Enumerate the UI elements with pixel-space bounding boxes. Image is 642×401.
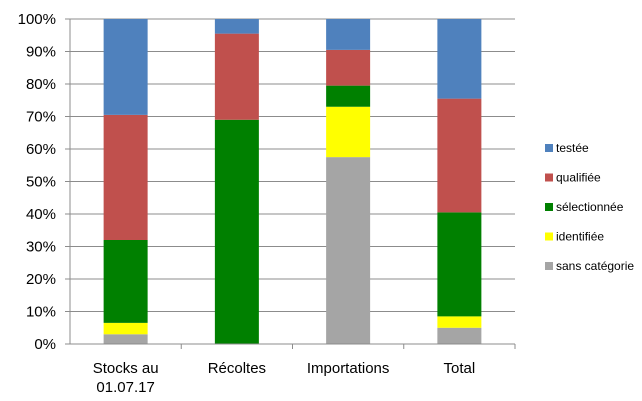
bar-segment [326,157,371,344]
legend-label: sélectionnée [556,200,624,214]
bar-segment [103,240,148,323]
bar-segment [214,19,259,34]
y-tick-label: 70% [26,109,56,126]
x-tick-label: Récoltes [208,360,266,377]
legend-swatch [545,173,553,182]
y-tick-label: 30% [26,239,56,256]
y-tick-label: 60% [26,141,56,158]
bar-segment [103,334,148,344]
legend-swatch [545,144,553,152]
legend-label: identifiée [556,230,604,244]
bar-segment [437,327,482,344]
bar-segment [103,322,148,335]
y-tick-label: 10% [26,304,56,321]
legend-label: qualifiée [556,171,601,185]
bar-segment [214,119,259,344]
y-tick-label: 0% [34,336,56,353]
y-tick-label: 80% [26,76,56,93]
bar-segment [437,316,482,328]
bar-segment [326,106,371,158]
bar-segment [103,114,148,240]
axes: 0% 10% 20% 30% 40% 50% 60% 70% 80% 90% 100% Stocks … [18,11,516,396]
bar-segment [214,33,259,120]
bar-segment [326,85,371,107]
bar-segment [103,19,148,115]
bar-segment [326,49,371,86]
x-tick-label: Importations [307,360,390,377]
legend-label: sans catégorie [556,259,634,273]
y-tick-label: 100% [18,11,56,28]
bar-segment [326,19,371,50]
legend-swatch [545,203,553,211]
y-tick-label: 50% [26,174,56,191]
legend-swatch [545,262,553,270]
x-tick-label: Total [444,360,476,377]
y-tick-label: 20% [26,271,56,288]
legend-label: testée [556,141,589,155]
bar-segment [437,19,482,99]
bar-segment [437,98,482,213]
x-tick-label: Stocks au 01.07.17 [93,360,159,396]
legend-swatch [545,232,553,241]
y-tick-label: 40% [26,206,56,223]
legend: testée qualifiée sélectionnée identifiée san… [545,141,634,273]
bars [103,19,482,344]
y-tick-label: 90% [26,44,56,61]
bar-segment [437,212,482,317]
